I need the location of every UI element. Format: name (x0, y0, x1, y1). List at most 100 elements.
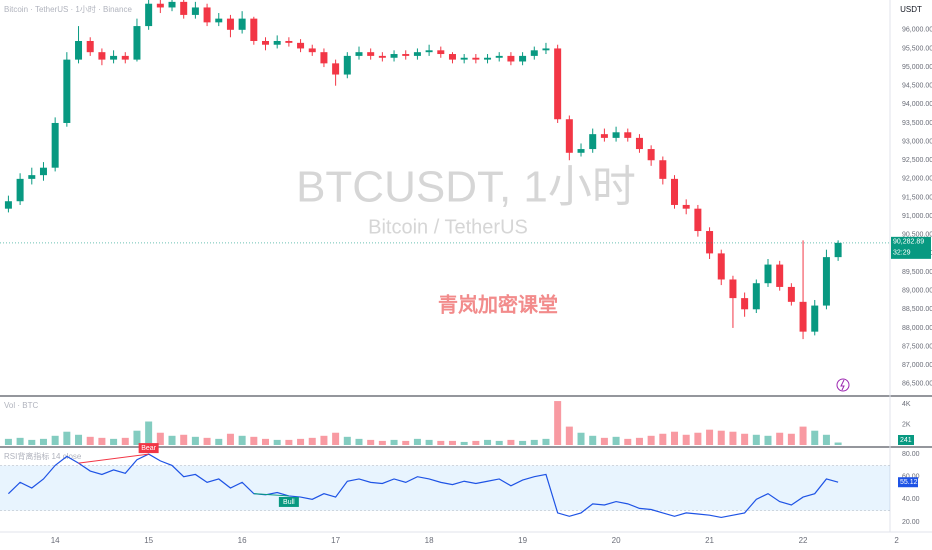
candle-body (495, 55, 503, 58)
candle-body (752, 283, 760, 310)
candle-body (565, 119, 573, 153)
candle-body (16, 178, 24, 202)
candle-body (460, 57, 468, 60)
volume-bar (729, 431, 737, 445)
volume-bar (51, 435, 59, 445)
candle-body (600, 134, 608, 138)
candle-body (320, 52, 328, 64)
x-tick-label: 22 (799, 536, 808, 545)
volume-bar (671, 431, 679, 445)
currency: USDT (900, 5, 922, 14)
candle-body (145, 3, 153, 27)
candle-body (635, 137, 643, 150)
candle-body (238, 18, 246, 30)
y-tick-label: 89,000.00 (902, 288, 932, 295)
volume-bar (530, 439, 538, 445)
volume-bar (378, 440, 386, 445)
candle-body (262, 40, 270, 45)
candle-body (168, 1, 176, 8)
y-tick-label: 4K (902, 401, 911, 408)
x-tick-label: 20 (612, 536, 621, 545)
volume-bar (460, 441, 468, 445)
last-price-box (891, 236, 931, 259)
x-tick-label: 16 (238, 536, 247, 545)
x-tick-label: 15 (144, 536, 153, 545)
volume-bar (262, 438, 270, 445)
volume-bar (226, 433, 234, 445)
candle-body (787, 286, 795, 302)
candle-body (273, 40, 281, 45)
y-tick-label: 91,500.00 (902, 194, 932, 201)
candle-body (519, 55, 527, 62)
candle-body (741, 298, 749, 310)
volume-bar (600, 437, 608, 445)
volume-bar (63, 431, 71, 445)
candle-body (577, 149, 585, 153)
volume-bar (110, 438, 118, 445)
volume-bar (554, 401, 562, 445)
volume-bar (75, 434, 83, 445)
volume-bar (741, 433, 749, 445)
candle-body (133, 26, 141, 60)
y-tick-label: 95,000.00 (902, 64, 932, 71)
candle-body (156, 3, 164, 8)
candle-body (332, 63, 340, 75)
volume-bar (624, 438, 632, 445)
y-tick-label: 91,000.00 (902, 213, 932, 220)
candle-body (589, 134, 597, 150)
y-tick-label: 92,500.00 (902, 157, 932, 164)
candle-body (367, 52, 375, 56)
candle-body (612, 132, 620, 138)
volume-bar (811, 430, 819, 445)
candle-body (98, 52, 106, 60)
volume-bar (308, 437, 316, 445)
candle-body (484, 57, 492, 60)
alert-icon[interactable] (836, 378, 850, 392)
candle-body (448, 54, 456, 60)
volume-bar (402, 440, 410, 445)
y-tick-label: 88,500.00 (902, 306, 932, 313)
volume-bar (145, 421, 153, 445)
volume-bar (332, 432, 340, 445)
candle-body (682, 204, 690, 209)
candle-body (811, 305, 819, 332)
candle-body (624, 132, 632, 138)
volume-bar (133, 430, 141, 445)
y-tick-label: 87,000.00 (902, 362, 932, 369)
volume-bar (16, 437, 24, 445)
volume-bar (682, 434, 690, 445)
y-tick-label: 90,500.00 (902, 232, 932, 239)
volume-bar (659, 433, 667, 445)
y-tick-label: 86,500.00 (902, 381, 932, 388)
candle-body (63, 59, 71, 123)
y-tick-label: 96,000.00 (902, 27, 932, 34)
volume-bar (448, 440, 456, 445)
rsi-line (7, 453, 839, 519)
volume-bar (752, 434, 760, 445)
x-tick-label: 19 (518, 536, 527, 545)
volume-bar (297, 438, 305, 445)
candle-body (203, 7, 211, 23)
rsi-band (0, 465, 890, 511)
volume-bar (776, 432, 784, 445)
x-tick-label: 18 (425, 536, 434, 545)
volume-bar (694, 432, 702, 445)
volume-bar (822, 434, 830, 445)
candle-body (402, 54, 410, 56)
volume-bar (355, 438, 363, 445)
candle-body (425, 50, 433, 53)
volume-bar (156, 432, 164, 445)
volume-bar (250, 436, 258, 445)
volume-last-label: 241 (900, 437, 912, 444)
volume-bar (191, 436, 199, 445)
volume-bar (589, 435, 597, 445)
candle-body (437, 50, 445, 55)
watermark-subtitle: Bitcoin / TetherUS (368, 216, 528, 238)
volume-legend: Vol · BTC (4, 401, 38, 410)
y-tick-label: 88,000.00 (902, 325, 932, 332)
watermark-title: BTCUSDT, 1小时 (296, 163, 636, 212)
candle-body (729, 279, 737, 299)
candle-body (822, 257, 830, 306)
candle-body (191, 7, 199, 15)
candle-body (834, 242, 842, 258)
